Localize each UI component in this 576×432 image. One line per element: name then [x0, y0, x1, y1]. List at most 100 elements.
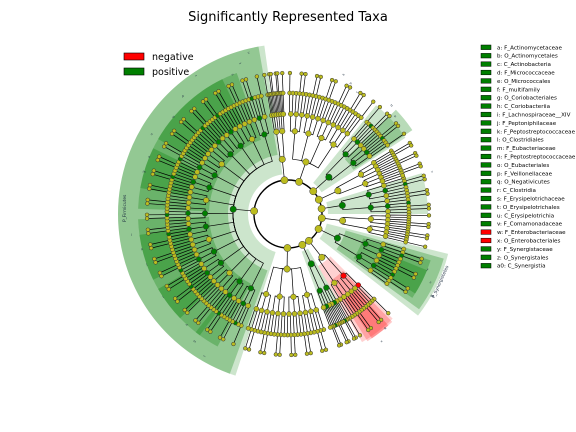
tree-node — [403, 289, 408, 294]
tree-branch — [157, 159, 177, 169]
tree-branch — [245, 79, 253, 99]
tree-branch — [282, 93, 285, 115]
tree-node — [147, 182, 153, 188]
clade-shade-class-negative — [318, 256, 393, 343]
tree-node — [384, 203, 391, 209]
tree-node — [293, 111, 300, 118]
tree-branch — [367, 304, 382, 321]
tree-branch — [333, 325, 342, 345]
tree-node — [357, 171, 364, 178]
tree-node — [356, 253, 363, 260]
tree-node — [277, 352, 282, 357]
clade-letter: j — [145, 262, 148, 266]
tree-node — [414, 153, 419, 158]
tree-node — [291, 128, 298, 135]
tree-node — [261, 114, 268, 120]
tree-branch — [275, 73, 278, 94]
taxa-legend-swatch — [480, 254, 492, 260]
tree-node — [237, 123, 243, 130]
tree-node — [201, 265, 207, 272]
tree-node — [287, 70, 293, 76]
tree-branch — [263, 333, 268, 354]
tree-node — [426, 206, 432, 211]
tree-node — [347, 85, 353, 90]
tree-node — [280, 111, 287, 117]
tree-node — [207, 274, 214, 280]
tree-branch — [358, 311, 372, 329]
tree-branch — [401, 166, 421, 174]
tree-node — [223, 132, 230, 138]
tree-node — [202, 223, 210, 230]
tree-node — [351, 336, 357, 341]
tree-branch — [174, 286, 192, 299]
tree-node — [273, 128, 280, 135]
taxa-legend-label: u: C_Erysipelotrichia — [497, 213, 554, 219]
tree-branch — [198, 307, 212, 324]
tree-node — [172, 296, 178, 301]
tree-branch — [184, 296, 200, 311]
tree-branch — [401, 255, 421, 263]
tree-node — [231, 295, 237, 301]
tree-node — [303, 71, 308, 77]
clade-letter: r — [194, 74, 198, 78]
tree-branch — [292, 313, 295, 335]
tree-node — [280, 90, 286, 96]
tree-node — [295, 178, 303, 186]
tree-node — [222, 289, 229, 295]
tree-branch — [150, 239, 170, 245]
tree-node — [423, 244, 428, 249]
taxa-legend-label: j: F_Peptoniphilaceae — [496, 121, 557, 127]
tree-node — [335, 124, 341, 131]
tree-branch — [294, 313, 298, 335]
tree-node — [280, 176, 289, 185]
tree-node — [355, 282, 362, 288]
clade-shade-order — [353, 238, 431, 298]
tree-node — [199, 159, 205, 166]
tree-node — [370, 262, 377, 269]
tree-node — [144, 212, 150, 217]
tree-branch — [349, 317, 361, 336]
tree-branch — [408, 208, 429, 210]
tree-branch — [151, 242, 171, 249]
tree-node — [240, 78, 245, 83]
tree-branch — [279, 268, 288, 297]
taxa-legend-label: c: C_Actinobacteria — [497, 62, 551, 68]
tree-branch — [287, 267, 308, 295]
clade-letter: f — [203, 354, 207, 358]
tree-branch — [233, 325, 242, 345]
tree-branch — [194, 108, 208, 124]
tree-node — [361, 146, 367, 152]
tree-node — [179, 119, 184, 125]
clade-letter: l — [131, 233, 133, 237]
tree-branch — [210, 314, 222, 332]
tree-node — [172, 128, 177, 133]
tree-node — [189, 109, 194, 114]
tree-node — [307, 260, 315, 268]
tree-node — [291, 311, 298, 317]
tree-node — [303, 291, 311, 298]
tree-node — [185, 205, 191, 211]
tree-node — [211, 278, 217, 284]
tree-branch — [356, 313, 369, 331]
tree-node — [351, 136, 357, 142]
tree-branch — [408, 224, 429, 228]
tree-node — [157, 270, 163, 275]
tree-node — [357, 142, 364, 149]
clade-shade-family — [158, 264, 217, 319]
tree-branch — [205, 99, 218, 116]
tree-branch — [270, 312, 275, 334]
tree-nodes — [144, 70, 432, 358]
tree-node — [229, 82, 235, 87]
clade-shade-phylum — [313, 105, 406, 193]
tree-node — [153, 260, 158, 265]
tree-node — [316, 287, 323, 294]
tree-branch — [294, 93, 297, 115]
tree-node — [364, 149, 370, 156]
taxa-legend-swatch — [480, 195, 492, 202]
tree-node — [268, 71, 273, 77]
taxa-legend-label: r: C_Clostridia — [497, 188, 536, 194]
taxa-legend-swatch — [480, 212, 492, 218]
tree-node — [201, 210, 209, 217]
tree-branch — [345, 319, 357, 338]
tree-node — [200, 99, 206, 104]
